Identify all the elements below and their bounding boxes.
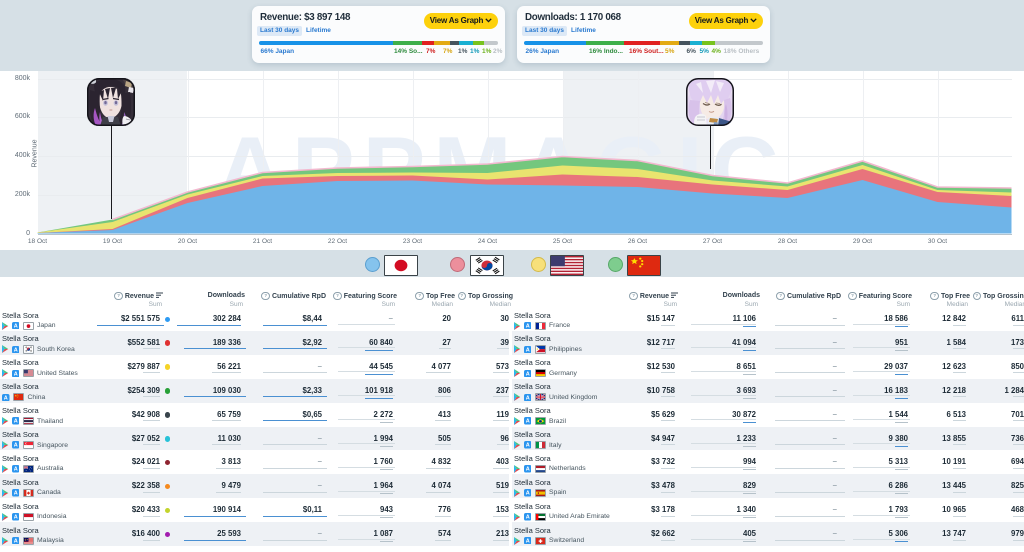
svg-text:A: A bbox=[525, 491, 529, 497]
svg-text:A: A bbox=[525, 443, 529, 449]
svg-text:A: A bbox=[13, 491, 17, 497]
svg-text:A: A bbox=[525, 395, 529, 401]
svg-text:A: A bbox=[13, 539, 17, 545]
svg-text:A: A bbox=[525, 371, 529, 377]
svg-text:A: A bbox=[13, 419, 17, 425]
svg-text:A: A bbox=[525, 347, 529, 353]
svg-text:A: A bbox=[13, 515, 17, 521]
svg-text:A: A bbox=[13, 347, 17, 353]
svg-text:A: A bbox=[13, 324, 17, 330]
svg-text:A: A bbox=[525, 467, 529, 473]
svg-text:A: A bbox=[525, 419, 529, 425]
svg-text:A: A bbox=[13, 443, 17, 449]
svg-text:A: A bbox=[13, 371, 17, 377]
svg-text:A: A bbox=[4, 395, 8, 401]
svg-text:A: A bbox=[525, 515, 529, 521]
svg-text:A: A bbox=[525, 324, 529, 330]
svg-text:A: A bbox=[13, 467, 17, 473]
svg-text:A: A bbox=[525, 539, 529, 545]
